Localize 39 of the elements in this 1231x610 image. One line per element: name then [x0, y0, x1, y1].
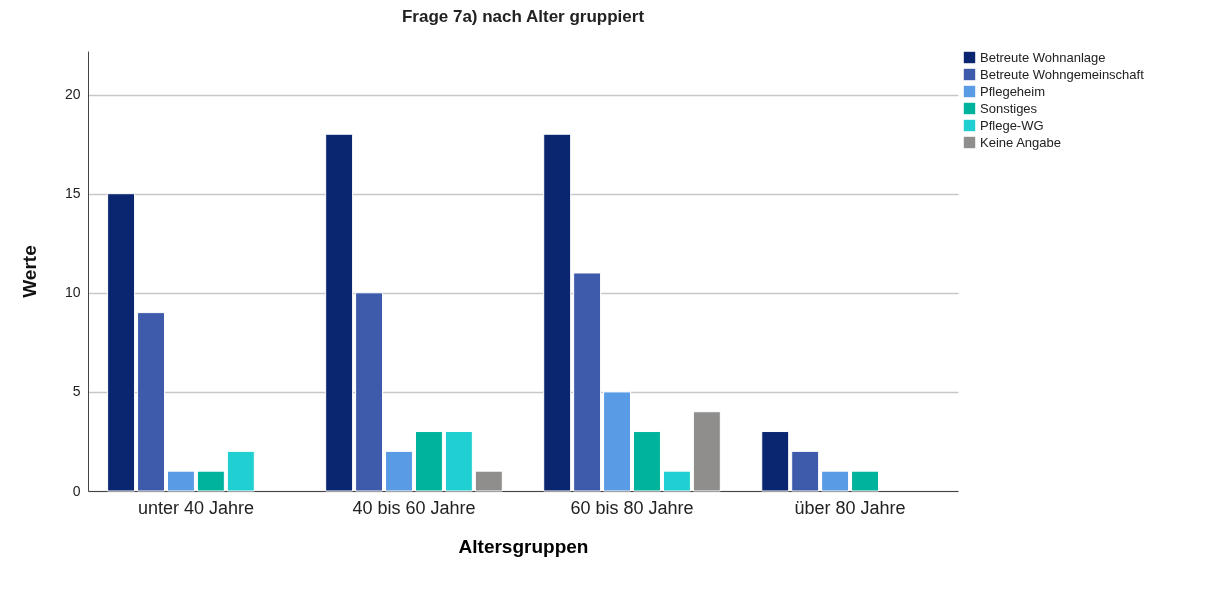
bar — [107, 193, 136, 492]
bar — [414, 431, 443, 492]
x-tick-label: 40 bis 60 Jahre — [352, 497, 476, 518]
legend-label: Betreute Wohnanlage — [980, 49, 1106, 65]
bar — [761, 431, 790, 492]
bar — [355, 292, 384, 492]
bar — [444, 431, 473, 492]
chart-title: Frage 7a) nach Alter gruppiert — [401, 7, 645, 26]
y-tick-label: 15 — [64, 185, 81, 202]
bar — [474, 470, 503, 492]
y-tick-label: 5 — [72, 383, 81, 400]
bar — [603, 391, 632, 492]
y-axis-title: Werte — [18, 245, 40, 298]
bar — [851, 470, 880, 492]
bar — [226, 450, 255, 492]
x-axis-title: Altersgruppen — [458, 535, 589, 557]
x-tick-label: unter 40 Jahre — [137, 497, 254, 518]
bar — [137, 312, 165, 492]
x-tick-label: 60 bis 80 Jahre — [570, 497, 694, 518]
bar — [166, 470, 195, 492]
bar — [196, 470, 225, 492]
legend-label: Betreute Wohngemeinschaft — [980, 66, 1145, 82]
legend-label: Sonstiges — [980, 100, 1038, 116]
bar — [325, 133, 354, 492]
legend-label: Pflege-WG — [980, 117, 1044, 133]
y-tick-label: 10 — [64, 284, 81, 301]
bar — [692, 411, 721, 492]
legend-label: Pflegeheim — [980, 83, 1046, 99]
bar — [821, 470, 850, 492]
bar — [573, 272, 602, 492]
bar — [385, 450, 413, 492]
x-tick-label: über 80 Jahre — [794, 497, 906, 518]
bar — [791, 450, 820, 492]
legend-label: Keine Angabe — [980, 134, 1061, 150]
bar — [662, 470, 691, 492]
y-tick-label: 20 — [64, 86, 81, 103]
y-tick-label: 0 — [72, 482, 81, 499]
bar — [633, 431, 661, 492]
bar — [543, 133, 572, 492]
